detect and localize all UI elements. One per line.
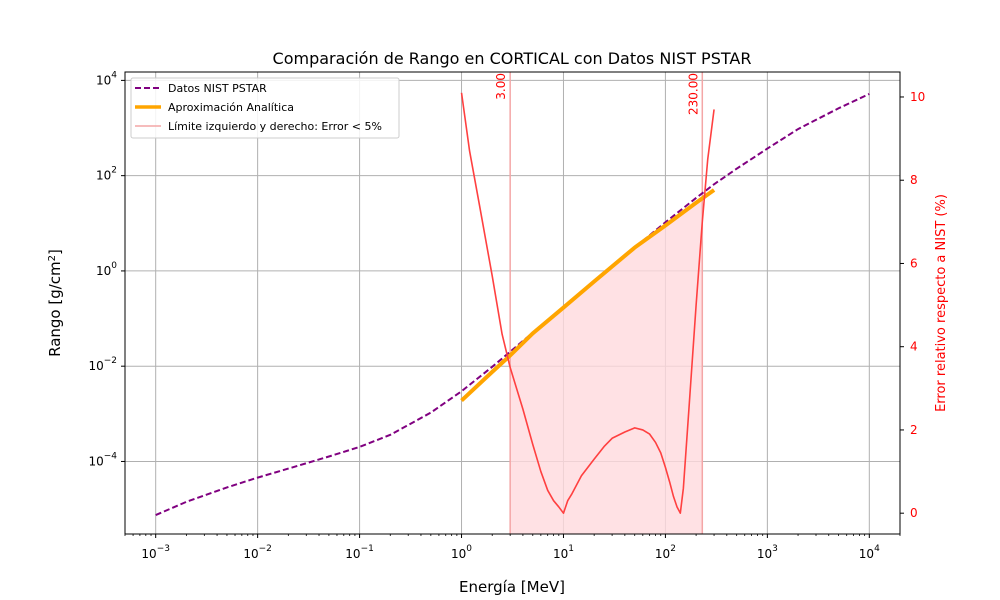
y-right-tick-label-3: 6 xyxy=(910,256,918,270)
y-tick-label-3: 102 xyxy=(96,166,117,183)
x-tick-exp-2: −1 xyxy=(361,544,374,554)
x-tick-label-0: 10−3 xyxy=(141,544,170,561)
x-tick-base-4: 10 xyxy=(553,547,568,561)
y-right-tick-label-1: 2 xyxy=(910,423,918,437)
x-tick-base-7: 10 xyxy=(859,547,874,561)
y-tick-exp-0: −4 xyxy=(104,451,118,461)
legend: Datos NIST PSTAR Aproximación Analítica … xyxy=(130,77,400,139)
x-tick-label-5: 102 xyxy=(655,544,676,561)
series-group xyxy=(155,92,870,516)
legend-label-limit: Límite izquierdo y derecho: Error < 5% xyxy=(168,120,382,133)
limit-label-0: 3.00 xyxy=(494,73,508,100)
y-tick-label-4: 104 xyxy=(96,70,117,87)
x-axis-label: Energía [MeV] xyxy=(459,578,565,596)
x-tick-label-6: 103 xyxy=(757,544,778,561)
x-tick-exp-6: 3 xyxy=(772,544,778,554)
x-tick-exp-5: 2 xyxy=(670,544,676,554)
y-tick-exp-3: 2 xyxy=(111,166,117,176)
y-tick-base-0: 10 xyxy=(88,454,103,468)
y-tick-base-3: 10 xyxy=(96,169,111,183)
error-fill-region xyxy=(510,198,703,534)
x-tick-exp-4: 1 xyxy=(568,544,574,554)
y-right-axis-ticks: 0 2 4 6 8 10 xyxy=(900,90,925,520)
x-tick-exp-3: 0 xyxy=(466,544,472,554)
limit-label-1: 230.00 xyxy=(686,73,700,115)
plot-frame xyxy=(124,71,901,535)
y-axis-label: Rango [g/cm2] xyxy=(46,249,64,357)
x-tick-base-0: 10 xyxy=(141,547,156,561)
y-tick-label-0: 10−4 xyxy=(88,451,117,468)
y-axis-label-prefix: Rango [g/cm xyxy=(46,261,64,357)
y-tick-base-2: 10 xyxy=(96,264,111,278)
x-tick-base-5: 10 xyxy=(655,547,670,561)
y-tick-exp-4: 4 xyxy=(111,70,117,80)
x-tick-label-7: 104 xyxy=(859,544,880,561)
x-axis-ticks: 10−3 10−2 10−1 100 101 102 103 104 xyxy=(124,534,901,561)
analytic-line xyxy=(460,188,716,403)
y-tick-exp-1: −2 xyxy=(104,356,117,366)
limit-lines xyxy=(509,72,704,534)
x-tick-base-1: 10 xyxy=(243,547,258,561)
relative-error-line xyxy=(460,92,715,514)
legend-box xyxy=(130,77,400,139)
y-tick-label-2: 100 xyxy=(96,261,117,278)
y-right-tick-label-0: 0 xyxy=(910,506,918,520)
x-tick-label-2: 10−1 xyxy=(345,544,374,561)
y-right-tick-label-5: 10 xyxy=(910,90,925,104)
y-right-tick-label-2: 4 xyxy=(910,340,918,354)
x-tick-base-6: 10 xyxy=(757,547,772,561)
legend-label-analytic: Aproximación Analítica xyxy=(168,101,294,114)
y-tick-exp-2: 0 xyxy=(111,261,117,271)
x-tick-exp-7: 4 xyxy=(874,544,880,554)
y-axis-label-suffix: ] xyxy=(46,249,64,255)
x-tick-base-2: 10 xyxy=(345,547,360,561)
y-right-tick-label-4: 8 xyxy=(910,173,918,187)
legend-label-nist: Datos NIST PSTAR xyxy=(168,82,267,95)
x-tick-exp-0: −3 xyxy=(157,544,170,554)
limit-annotations: 3.00 230.00 xyxy=(494,73,700,115)
y-axis-label-sup: 2 xyxy=(47,255,58,261)
error-region-fill xyxy=(510,198,703,534)
x-tick-label-1: 10−2 xyxy=(243,544,272,561)
chart-title: Comparación de Rango en CORTICAL con Dat… xyxy=(273,49,752,68)
x-tick-base-3: 10 xyxy=(451,547,466,561)
y-right-axis-label: Error relativo respecto a NIST (%) xyxy=(934,194,949,412)
x-tick-label-3: 100 xyxy=(451,544,472,561)
y-tick-base-1: 10 xyxy=(88,359,103,373)
y-tick-base-4: 10 xyxy=(96,73,111,87)
x-tick-exp-1: −2 xyxy=(259,544,272,554)
y-tick-label-1: 10−2 xyxy=(88,356,117,373)
x-tick-label-4: 101 xyxy=(553,544,574,561)
